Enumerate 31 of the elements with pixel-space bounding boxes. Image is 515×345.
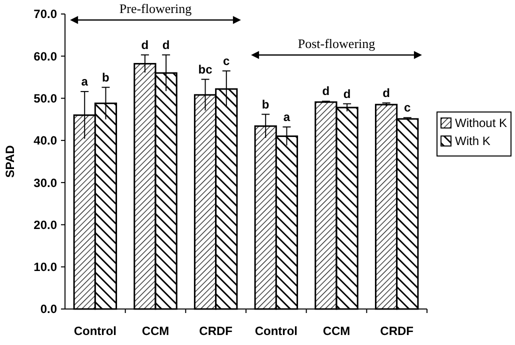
data-label: d [382, 86, 390, 100]
data-label: d [141, 38, 149, 52]
data-label: b [262, 97, 270, 112]
y-tick-label: 0.0 [40, 302, 58, 316]
y-tick-label: 60.0 [34, 49, 58, 64]
data-label: c [223, 54, 230, 68]
data-label: bc [198, 62, 213, 76]
y-tick-label: 70.0 [34, 7, 58, 22]
y-tick-label: 40.0 [34, 134, 58, 148]
data-label: a [283, 110, 290, 124]
y-tick-label: 10.0 [34, 260, 58, 274]
data-label: c [404, 100, 412, 115]
data-label: d [343, 86, 351, 101]
data-label: d [162, 38, 170, 52]
y-axis-title: SPAD [3, 144, 17, 178]
x-tick-label: CRDF [380, 324, 414, 338]
y-tick-label: 30.0 [34, 176, 58, 190]
legend-label: With K [455, 134, 490, 148]
x-tick-label: Control [74, 324, 116, 338]
annotation: Post-flowering [298, 36, 376, 51]
x-tick-label: CCM [142, 324, 170, 338]
legend-label: Without K [455, 116, 508, 130]
x-tick-label: CCM [322, 324, 350, 338]
data-label: d [322, 84, 330, 98]
data-label: a [81, 74, 88, 89]
annotation: Pre-flowering [119, 1, 192, 16]
data-label: b [102, 70, 110, 84]
y-tick-label: 20.0 [34, 218, 58, 232]
x-tick-label: Control [254, 324, 298, 338]
y-tick-label: 50.0 [34, 91, 58, 106]
x-tick-label: CRDF [199, 324, 232, 338]
